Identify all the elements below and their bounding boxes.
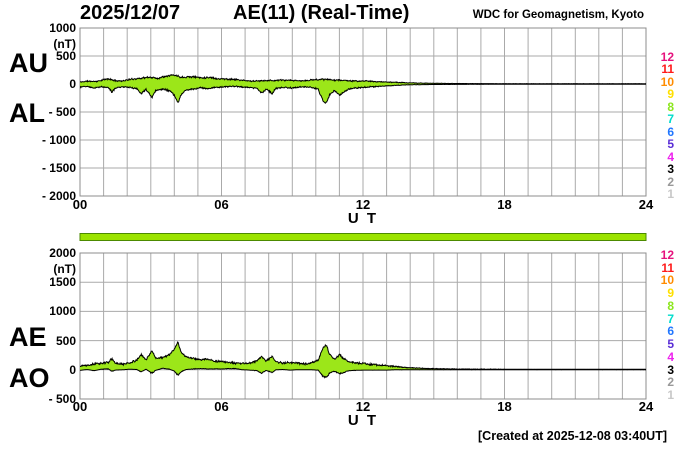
legend-station-count: 12 — [660, 50, 674, 64]
ytick-label: 1000 — [49, 304, 76, 319]
xtick-label: 00 — [72, 197, 88, 212]
legend-station-count: 7 — [667, 311, 674, 326]
ytick-label: 0 — [69, 77, 76, 91]
ut-axis-label: U T — [347, 210, 379, 227]
unit-label: (nT) — [53, 262, 76, 276]
legend-station-count: 10 — [660, 74, 674, 89]
legend-station-count: 3 — [667, 162, 674, 177]
ytick-label: 1000 — [49, 21, 76, 35]
xtick-label: 24 — [638, 197, 654, 212]
ytick-label: - 2000 — [41, 189, 76, 203]
ytick-label: - 500 — [48, 392, 76, 406]
ytick-label: 0 — [69, 362, 76, 377]
legend-station-count: 2 — [667, 375, 674, 390]
ytick-label: 500 — [55, 333, 76, 348]
ytick-label: - 1000 — [41, 133, 76, 147]
series-label-ao: AO — [9, 363, 50, 393]
xtick-label: 18 — [497, 399, 512, 414]
ytick-label: - 1500 — [41, 161, 76, 175]
xtick-label: 00 — [72, 399, 88, 414]
legend-station-count: 8 — [667, 298, 674, 313]
legend-station-count: 1 — [667, 388, 674, 402]
xtick-label: 12 — [355, 197, 371, 212]
legend-station-count: 1 — [667, 187, 674, 201]
legend-station-count: 9 — [667, 87, 674, 102]
legend-station-count: 5 — [667, 337, 674, 352]
legend-station-count: 10 — [660, 273, 674, 288]
plot-title: AE(11) (Real-Time) — [233, 2, 410, 24]
xtick-label: 12 — [355, 399, 371, 414]
legend-station-count: 2 — [667, 174, 674, 189]
xtick-label: 06 — [214, 197, 229, 212]
legend-station-count: 7 — [667, 112, 674, 127]
legend-station-count: 6 — [667, 324, 674, 339]
series-label-au: AU — [9, 48, 48, 78]
legend-station-count: 4 — [667, 349, 674, 364]
legend-station-count: 3 — [667, 362, 674, 377]
data-availability-bar — [79, 233, 647, 241]
legend-station-count: 8 — [667, 99, 674, 114]
legend-station-count: 11 — [661, 260, 674, 275]
organization-label: WDC for Geomagnetism, Kyoto — [472, 9, 644, 21]
legend-station-count: 4 — [667, 149, 674, 164]
xtick-label: 24 — [638, 399, 654, 414]
ytick-label: - 500 — [48, 105, 76, 119]
plot-date: 2025/12/07 — [80, 2, 181, 24]
series-label-al: AL — [9, 98, 45, 128]
legend-station-count: 9 — [667, 286, 674, 301]
legend-station-count: 11 — [661, 62, 674, 77]
created-timestamp: [Created at 2025-12-08 03:40UT] — [478, 429, 667, 443]
legend-station-count: 5 — [667, 137, 674, 152]
legend-station-count: 12 — [660, 248, 674, 262]
series-area-AE-AO — [80, 341, 646, 379]
unit-label: (nT) — [53, 37, 76, 51]
ut-axis-label: U T — [347, 412, 379, 429]
ytick-label: 2000 — [49, 246, 76, 260]
series-label-ae: AE — [9, 322, 47, 352]
xtick-label: 06 — [214, 399, 229, 414]
ytick-label: 1500 — [49, 275, 76, 290]
legend-station-count: 6 — [667, 124, 674, 139]
series-area-AU-AL — [80, 74, 646, 104]
xtick-label: 18 — [497, 197, 512, 212]
ytick-label: 500 — [55, 49, 76, 63]
